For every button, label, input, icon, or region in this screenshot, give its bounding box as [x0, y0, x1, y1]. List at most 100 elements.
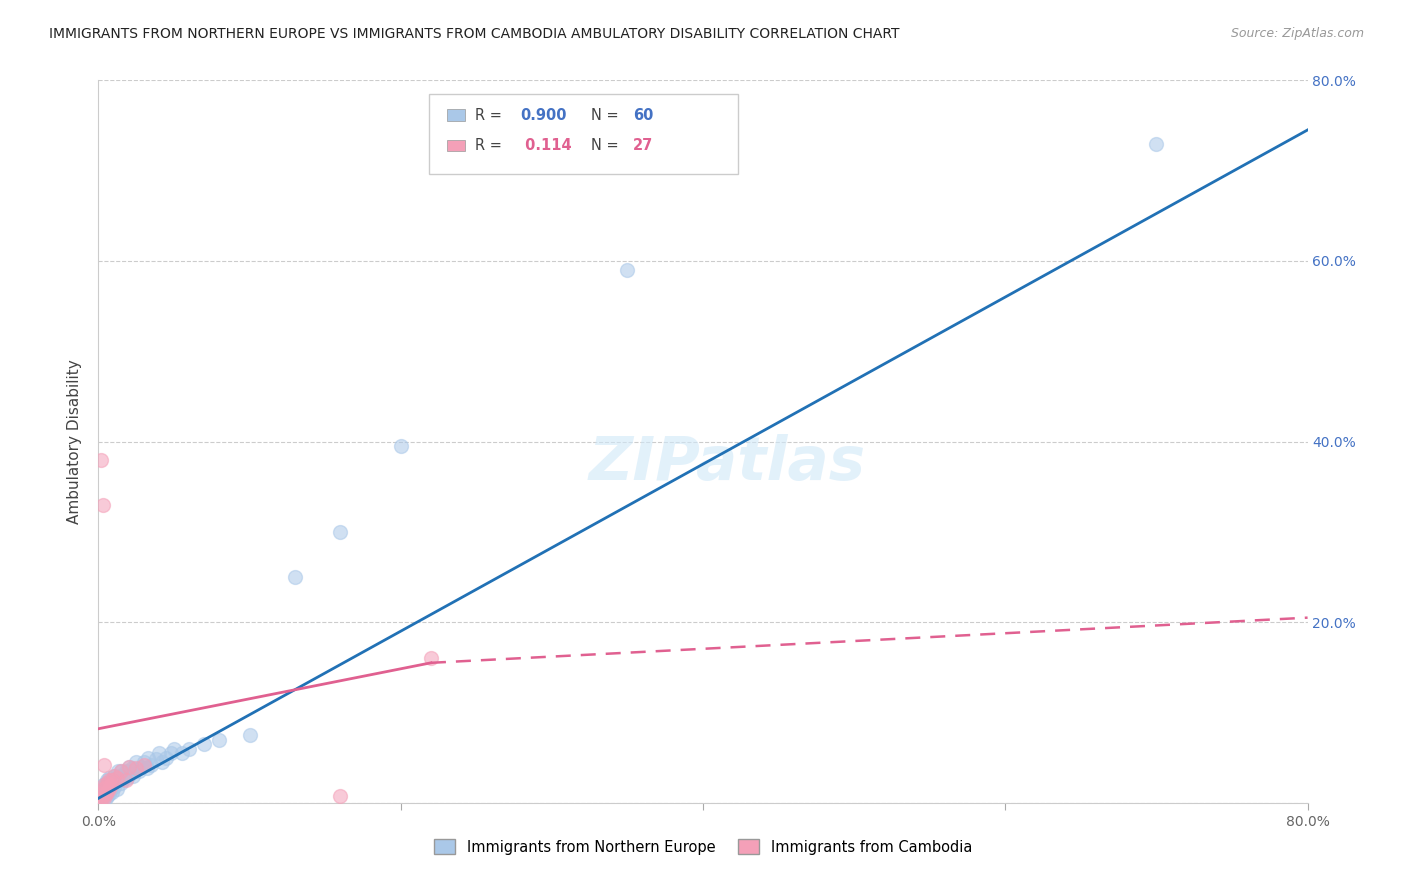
- Point: [94, 791, 117, 805]
- Point: [94, 776, 117, 790]
- Point: [284, 570, 307, 584]
- Point: [239, 728, 262, 742]
- Point: [150, 755, 173, 769]
- Point: [132, 755, 155, 769]
- Point: [93, 787, 115, 801]
- Point: [118, 760, 141, 774]
- Point: [163, 741, 186, 756]
- Point: [101, 773, 124, 788]
- Text: Source: ZipAtlas.com: Source: ZipAtlas.com: [1230, 27, 1364, 40]
- Point: [107, 764, 129, 779]
- Point: [96, 789, 118, 803]
- Point: [90, 452, 112, 467]
- Point: [160, 746, 183, 760]
- Text: 0.114: 0.114: [520, 138, 572, 153]
- Point: [136, 750, 159, 764]
- Point: [111, 773, 134, 788]
- Point: [91, 782, 114, 797]
- Point: [96, 773, 118, 788]
- Point: [132, 757, 155, 772]
- Point: [90, 791, 112, 805]
- Point: [114, 764, 136, 779]
- Point: [115, 771, 138, 785]
- Point: [90, 785, 112, 799]
- Point: [96, 776, 118, 790]
- Point: [141, 757, 163, 772]
- Point: [329, 789, 352, 803]
- Point: [108, 769, 131, 783]
- Point: [103, 769, 125, 783]
- Point: [100, 782, 122, 797]
- Point: [98, 773, 121, 788]
- Point: [129, 760, 152, 774]
- Point: [98, 787, 121, 801]
- Text: ZIPatlas: ZIPatlas: [589, 434, 866, 492]
- Point: [179, 741, 201, 756]
- Text: R =: R =: [475, 138, 506, 153]
- Legend: Immigrants from Northern Europe, Immigrants from Cambodia: Immigrants from Northern Europe, Immigra…: [427, 833, 979, 861]
- Point: [120, 767, 142, 781]
- Point: [105, 771, 128, 785]
- Point: [121, 762, 143, 776]
- Point: [94, 780, 117, 794]
- Point: [170, 746, 193, 760]
- Point: [103, 769, 125, 783]
- Text: R =: R =: [475, 108, 506, 122]
- Point: [389, 439, 412, 453]
- Point: [112, 769, 135, 783]
- Text: 27: 27: [633, 138, 652, 153]
- Point: [110, 776, 132, 790]
- Point: [96, 785, 118, 799]
- Point: [98, 771, 121, 785]
- Point: [1144, 136, 1167, 151]
- Point: [148, 746, 170, 760]
- Point: [91, 782, 114, 797]
- Point: [125, 762, 148, 776]
- Point: [110, 764, 132, 779]
- Point: [93, 757, 115, 772]
- Point: [101, 776, 124, 790]
- Point: [89, 791, 111, 805]
- Point: [100, 773, 122, 788]
- Point: [96, 780, 118, 794]
- Point: [94, 787, 117, 801]
- Text: 60: 60: [633, 108, 652, 122]
- Point: [135, 762, 157, 776]
- Text: 0.900: 0.900: [520, 108, 567, 122]
- Point: [91, 778, 114, 792]
- Point: [114, 773, 136, 788]
- Text: IMMIGRANTS FROM NORTHERN EUROPE VS IMMIGRANTS FROM CAMBODIA AMBULATORY DISABILIT: IMMIGRANTS FROM NORTHERN EUROPE VS IMMIG…: [49, 27, 900, 41]
- Point: [90, 787, 112, 801]
- Point: [208, 732, 231, 747]
- Point: [155, 750, 177, 764]
- Point: [103, 780, 125, 794]
- Point: [118, 760, 141, 774]
- Point: [93, 778, 115, 792]
- Point: [104, 773, 127, 788]
- Point: [93, 780, 115, 794]
- Point: [93, 791, 115, 805]
- Y-axis label: Ambulatory Disability: Ambulatory Disability: [67, 359, 83, 524]
- Point: [101, 785, 124, 799]
- Point: [145, 752, 167, 766]
- Point: [105, 782, 128, 797]
- Point: [616, 263, 638, 277]
- Point: [122, 769, 145, 783]
- Point: [90, 793, 112, 807]
- Point: [125, 755, 148, 769]
- Point: [91, 498, 114, 512]
- Point: [193, 737, 215, 751]
- Text: N =: N =: [591, 108, 623, 122]
- Point: [105, 771, 128, 785]
- Text: N =: N =: [591, 138, 623, 153]
- Point: [420, 651, 443, 665]
- Point: [91, 789, 114, 803]
- Point: [128, 764, 150, 779]
- Point: [329, 524, 352, 539]
- Point: [98, 782, 121, 797]
- Point: [94, 782, 117, 797]
- Point: [91, 789, 114, 803]
- Point: [98, 778, 121, 792]
- Point: [110, 764, 132, 779]
- Point: [100, 778, 122, 792]
